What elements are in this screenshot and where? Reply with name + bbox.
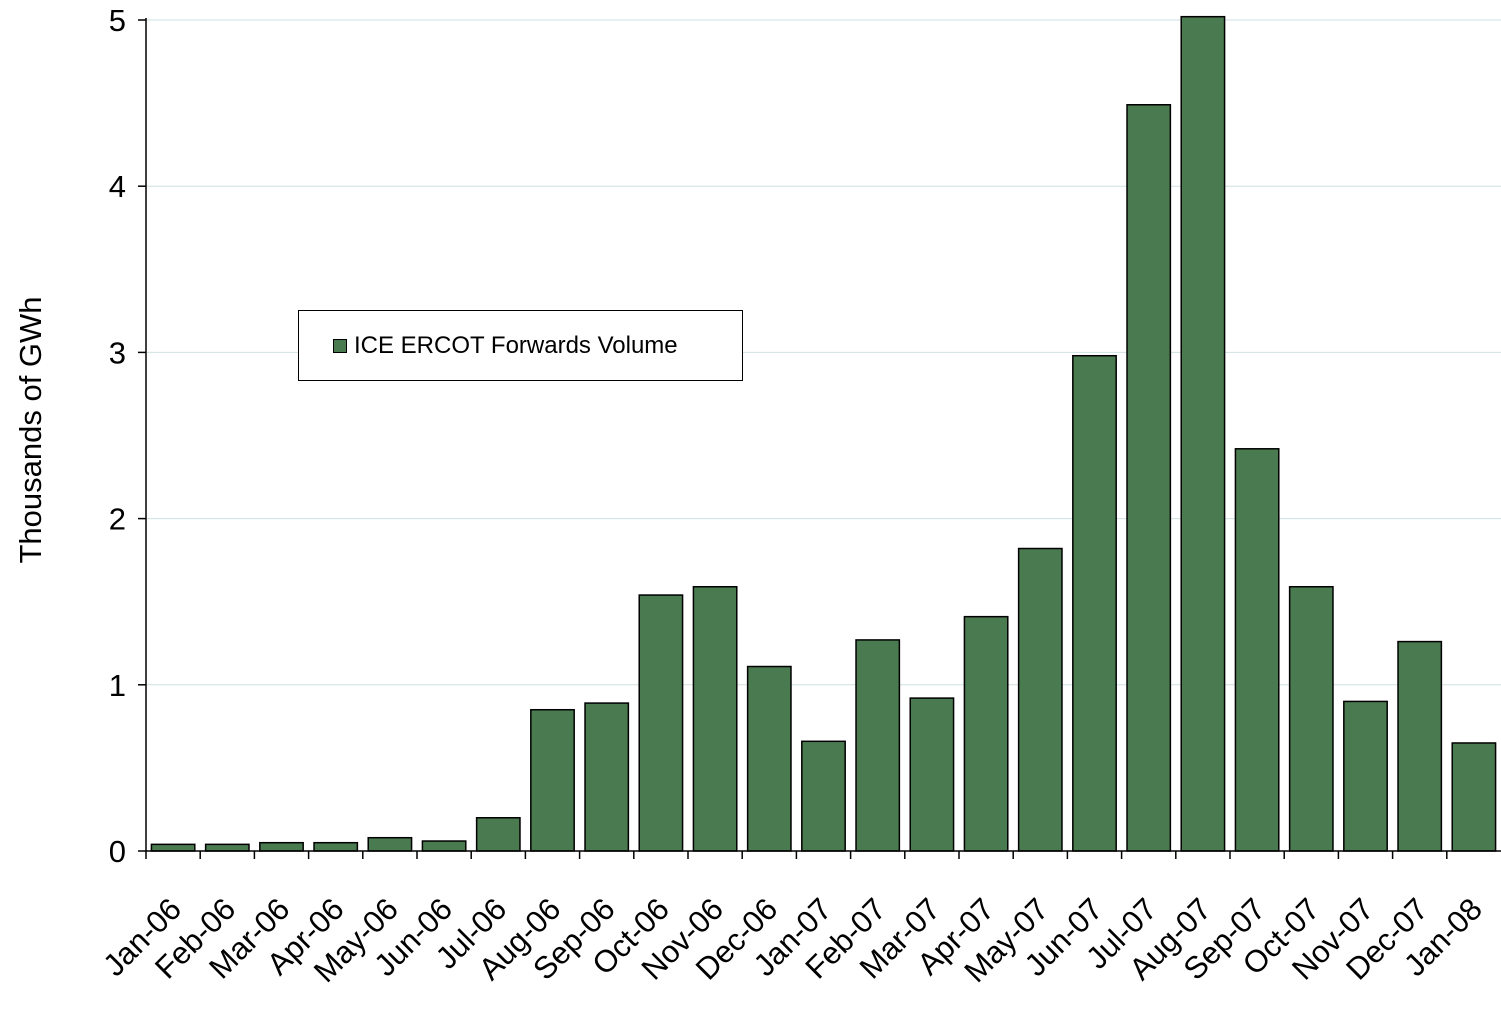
legend-label: ICE ERCOT Forwards Volume [354, 331, 678, 359]
y-axis-title: Thousands of GWh [13, 296, 48, 564]
bar-dec-07 [1397, 640, 1443, 852]
bar-jan-08 [1451, 742, 1497, 852]
bar-jun-06 [421, 840, 467, 852]
legend: ICE ERCOT Forwards Volume [298, 310, 743, 381]
legend-swatch [333, 338, 347, 353]
bar-mar-07 [909, 697, 955, 852]
bar-apr-06 [313, 841, 359, 852]
bar-may-06 [367, 836, 413, 852]
bar-may-07 [1017, 547, 1063, 852]
x-tick-labels: Jan-06Feb-06Mar-06Apr-06May-06Jun-06Jul-… [96, 891, 1489, 989]
bar-mar-06 [259, 841, 304, 852]
bar-oct-06 [638, 594, 684, 852]
y-tick-label-2: 2 [109, 502, 126, 537]
axes [138, 18, 1501, 859]
bars [150, 15, 1497, 852]
bar-nov-07 [1343, 700, 1388, 852]
y-tick-labels: 0 1 2 3 4 5 [109, 3, 126, 869]
y-tick-label-3: 3 [109, 335, 126, 370]
y-tick-label-5: 5 [109, 3, 126, 38]
y-tick-label-0: 0 [109, 834, 126, 869]
y-tick-label-4: 4 [109, 169, 126, 204]
bar-dec-06 [746, 665, 792, 852]
bar-sep-07 [1234, 448, 1280, 852]
bar-jul-07 [1126, 104, 1172, 852]
bar-aug-07 [1180, 15, 1226, 852]
bar-jul-06 [475, 817, 521, 852]
bar-jun-07 [1072, 354, 1117, 852]
y-tick-label-1: 1 [109, 668, 126, 703]
bar-sep-06 [584, 702, 630, 852]
bar-feb-07 [855, 639, 901, 852]
bar-feb-06 [204, 843, 250, 852]
bar-jan-06 [150, 843, 196, 852]
bar-nov-06 [692, 585, 738, 852]
bar-apr-07 [963, 615, 1009, 852]
bar-jan-07 [801, 740, 846, 852]
bar-aug-06 [530, 708, 575, 852]
bar-oct-07 [1288, 585, 1334, 852]
